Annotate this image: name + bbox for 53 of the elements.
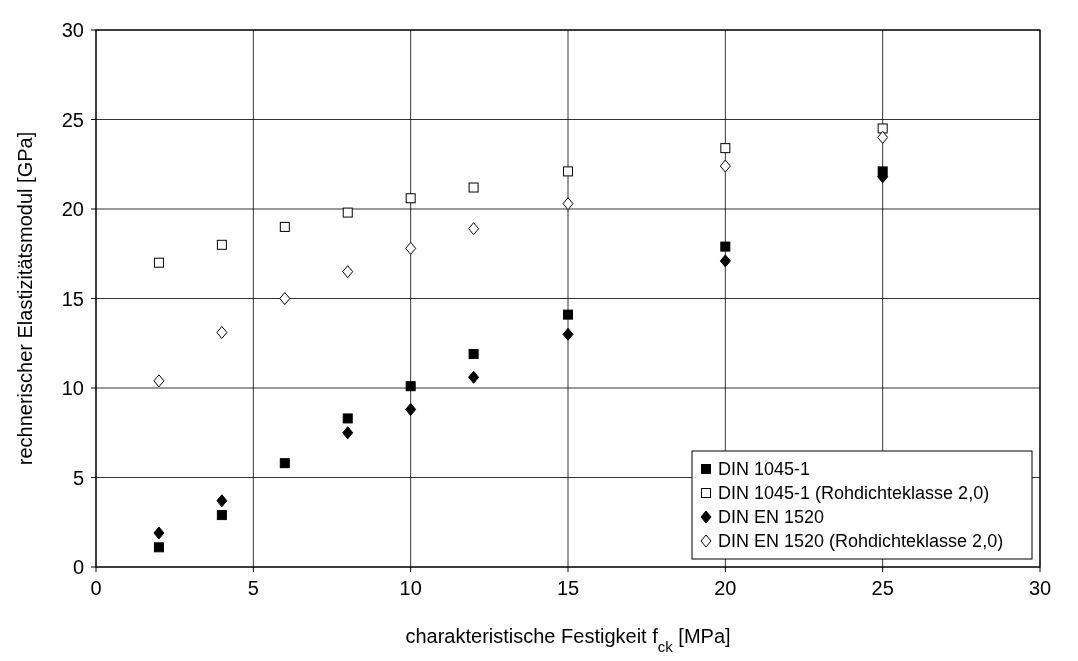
point [279,221,290,232]
legend-label: DIN EN 1520 (Rohdichteklasse 2,0) [718,531,1004,552]
point [719,254,731,268]
point [405,241,417,255]
point [468,222,480,236]
point [216,239,227,250]
point [720,241,731,252]
y-axis-title: rechnerischer Elastizitätsmodul [GPa] [14,131,36,466]
point [342,413,353,424]
y-tick-label: 30 [61,19,84,41]
y-tick-label: 25 [61,108,84,131]
point [563,309,573,320]
y-tick-label: 0 [72,556,84,578]
x-tick-label: 5 [247,577,259,599]
point [279,292,291,305]
point [877,123,888,134]
point [720,143,731,154]
x-tick-label: 30 [1028,577,1052,599]
point [562,197,574,211]
x-tick-label: 0 [90,577,102,599]
point [468,370,480,384]
x-tick-label: 10 [399,577,422,599]
point [342,265,354,279]
point [405,402,417,416]
point [279,458,290,469]
legend-label: DIN 1045-1 [718,459,811,480]
point [342,426,354,440]
point [216,510,227,521]
y-tick-label: 5 [72,466,84,489]
point [153,257,164,268]
x-tick-label: 20 [714,577,737,599]
point [562,327,574,341]
point [405,381,416,392]
point [719,159,731,173]
point [153,374,165,388]
y-tick-label: 15 [61,287,84,310]
point [877,130,889,144]
point [468,182,479,193]
point [153,542,164,553]
point [216,326,228,340]
legend-label: DIN 1045-1 (Rohdichteklasse 2,0) [718,483,990,504]
point [468,348,479,359]
point [342,207,353,218]
x-axis-title: charakteristische Festigkeit f$_{ck}$ [MPa] [405,625,731,655]
x-tick-label: 15 [556,577,580,599]
point [153,526,165,540]
point [563,166,573,177]
legend-label: DIN EN 1520 [718,507,825,528]
point [216,494,228,508]
y-tick-label: 20 [61,198,84,220]
y-tick-label: 10 [61,377,84,399]
x-tick-label: 25 [871,577,894,599]
point [405,193,416,204]
